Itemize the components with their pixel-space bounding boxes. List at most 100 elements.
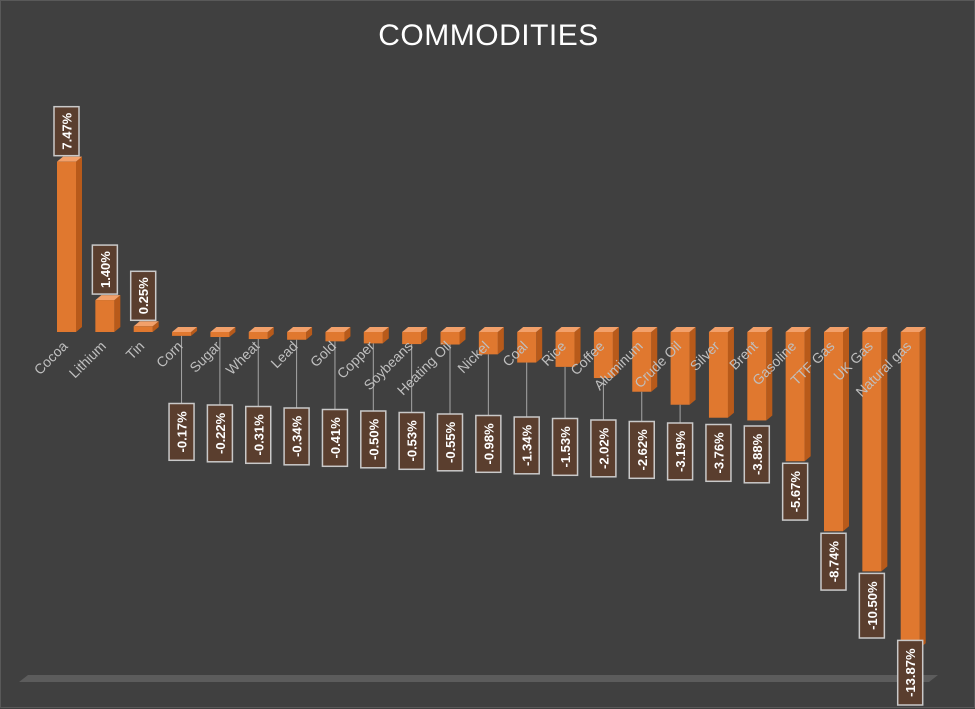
bar-side-brent — [766, 327, 773, 421]
bar-crude-oil — [670, 332, 690, 405]
category-label-sugar: Sugar — [186, 338, 224, 376]
data-label-box-cocoa — [53, 105, 80, 157]
data-label-box-copper — [360, 410, 387, 469]
category-label-cocoa: Cocoa — [31, 338, 71, 378]
bar-side-rice — [574, 327, 581, 367]
bar-side-wheat — [267, 327, 274, 340]
bar-top-crude-oil — [670, 327, 696, 332]
bar-wheat — [248, 332, 268, 340]
data-label-box-soybeans — [398, 411, 425, 471]
data-label-aluminum: -2.62% — [635, 429, 650, 471]
bar-side-sugar — [229, 327, 236, 338]
bar-silver — [708, 332, 728, 418]
bar-top-aluminum — [632, 327, 658, 332]
data-label-box-gasoline — [781, 462, 809, 521]
bar-side-gasoline — [804, 327, 811, 462]
bar-top-natural-gas — [900, 327, 926, 332]
bar-coal — [517, 332, 537, 363]
bar-side-tin — [152, 321, 159, 332]
data-label-lead: -0.34% — [290, 415, 305, 457]
data-label-cocoa: 7.47% — [60, 112, 75, 149]
bar-rice — [555, 332, 575, 367]
data-label-brent: -3.88% — [750, 433, 765, 475]
data-label-box-nickel — [475, 414, 502, 474]
bar-ttf-gas — [824, 332, 843, 532]
bar-top-corn — [172, 327, 198, 332]
data-label-box-lithium — [91, 244, 119, 295]
data-label-box-heating-oil — [436, 413, 464, 472]
bar-top-ttf-gas — [824, 327, 849, 332]
category-label-wheat: Wheat — [222, 338, 262, 378]
bar-top-sugar — [210, 327, 236, 332]
bar-nickel — [478, 332, 498, 355]
bar-side-coal — [536, 327, 543, 363]
bar-top-brent — [747, 327, 773, 332]
data-label-copper: -0.50% — [366, 418, 381, 460]
bar-lead — [287, 332, 307, 340]
bar-top-lead — [287, 327, 313, 332]
chart-title: COMMODITIES — [378, 19, 599, 52]
bar-copper — [363, 332, 383, 344]
data-label-box-natural-gas — [896, 639, 924, 706]
bar-corn — [172, 332, 192, 336]
data-label-box-sugar — [206, 404, 234, 463]
data-label-box-crude-oil — [666, 422, 694, 481]
data-label-silver: -3.76% — [711, 432, 726, 474]
bar-natural-gas — [900, 332, 920, 649]
data-label-natural-gas: -13.87% — [903, 648, 918, 697]
bar-top-gasoline — [785, 327, 811, 332]
data-label-box-uk-gas — [858, 572, 886, 639]
data-label-soybeans: -0.53% — [405, 420, 420, 462]
bar-side-gold — [344, 327, 351, 342]
bar-side-coffee — [612, 327, 619, 379]
bar-gold — [325, 332, 345, 342]
data-label-box-ttf-gas — [820, 532, 847, 591]
bar-top-gold — [325, 327, 351, 332]
category-label-corn: Corn — [153, 338, 186, 371]
data-label-lithium: 1.40% — [98, 251, 113, 288]
bar-side-copper — [382, 327, 389, 344]
data-label-box-gold — [321, 408, 349, 468]
category-label-lithium: Lithium — [66, 338, 109, 381]
bar-tin — [133, 326, 153, 332]
bar-gasoline — [785, 332, 805, 462]
bar-top-coffee — [593, 327, 619, 332]
bar-top-copper — [363, 327, 389, 332]
data-label-nickel: -0.98% — [481, 423, 496, 465]
bar-top-wheat — [248, 327, 274, 332]
bar-top-tin — [133, 321, 159, 327]
data-label-box-tin — [129, 270, 157, 322]
data-label-uk-gas: -10.50% — [865, 581, 880, 630]
bar-lithium — [95, 300, 115, 332]
bar-top-soybeans — [402, 327, 428, 332]
bar-top-nickel — [478, 327, 504, 332]
data-label-crude-oil: -3.19% — [673, 430, 688, 472]
data-label-box-aluminum — [628, 420, 655, 480]
data-label-ttf-gas: -8.74% — [827, 541, 842, 583]
bar-side-ttf-gas — [843, 327, 849, 532]
bar-side-nickel — [497, 327, 504, 355]
bar-heating-oil — [440, 332, 460, 345]
bar-aluminum — [632, 332, 652, 392]
bar-top-lithium — [95, 295, 121, 301]
bar-cocoa — [57, 161, 76, 332]
bar-top-cocoa — [57, 156, 82, 162]
bar-side-lead — [306, 327, 313, 340]
data-label-box-brent — [743, 425, 771, 484]
bar-sugar — [210, 332, 230, 338]
data-label-coffee: -2.02% — [596, 427, 611, 469]
bar-uk-gas — [862, 332, 882, 572]
bar-side-crude-oil — [689, 327, 696, 405]
data-label-corn: -0.17% — [175, 411, 190, 453]
bar-soybeans — [402, 332, 422, 345]
bar-side-lithium — [114, 295, 121, 332]
data-label-box-silver — [705, 423, 732, 483]
bar-side-natural-gas — [919, 327, 926, 649]
bar-side-corn — [191, 327, 198, 336]
bar-side-aluminum — [651, 327, 658, 392]
bar-coffee — [593, 332, 613, 379]
category-label-tin: Tin — [123, 338, 148, 363]
bar-top-rice — [555, 327, 581, 332]
data-label-box-lead — [283, 407, 310, 466]
